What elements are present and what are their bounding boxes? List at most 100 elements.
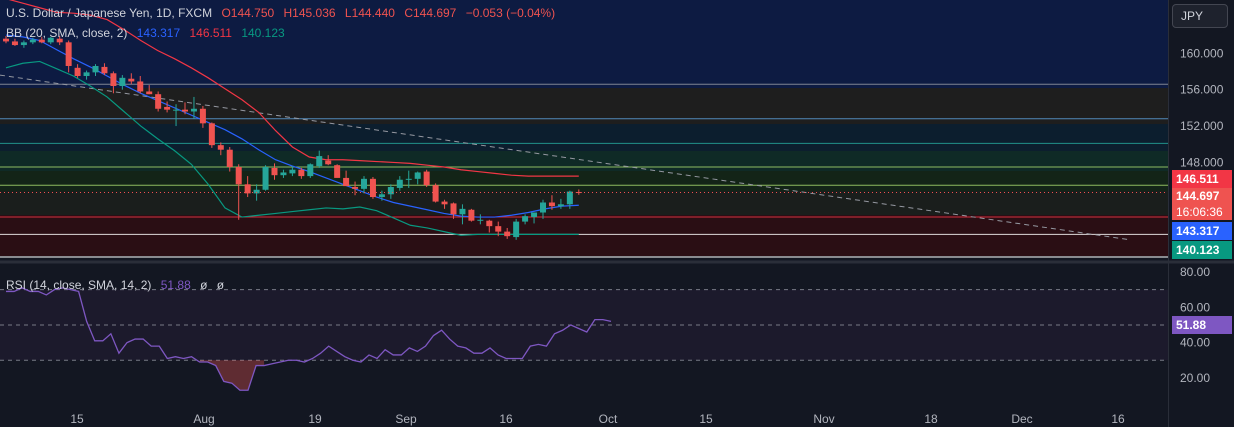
bb-upper-tag: 146.511 xyxy=(1172,170,1232,188)
zone-neutral xyxy=(0,191,1168,215)
candle-body xyxy=(146,91,153,95)
candle-body xyxy=(101,66,108,74)
candle-body xyxy=(531,212,538,218)
candle-body xyxy=(235,167,242,185)
candle-body xyxy=(29,39,36,43)
rsi-oversold-fill xyxy=(199,360,265,391)
candle-body xyxy=(504,231,511,237)
ohlc-open: O144.750 xyxy=(221,6,275,20)
candle-body xyxy=(459,208,466,215)
candle-body xyxy=(65,42,72,66)
candle-body xyxy=(513,221,520,238)
candle-body xyxy=(56,38,63,43)
candle-body xyxy=(334,165,341,178)
currency-button[interactable]: JPY xyxy=(1172,4,1228,28)
rsi-label: RSI (14, close, SMA, 14, 2) xyxy=(6,278,152,292)
candle-body xyxy=(38,39,45,43)
time-tick-label: Aug xyxy=(193,412,214,426)
ohlc-high: H145.036 xyxy=(283,6,336,20)
price-tick-label: 148.000 xyxy=(1180,155,1224,169)
candle-body xyxy=(280,172,287,176)
bb-basis-tag: 143.317 xyxy=(1172,222,1232,240)
bb-lower-tag: 140.123 xyxy=(1172,241,1232,259)
candle-body xyxy=(110,73,117,87)
candle-body xyxy=(11,41,18,46)
candle-body xyxy=(405,178,412,180)
candle-body xyxy=(414,172,421,179)
symbol-title[interactable]: U.S. Dollar / Japanese Yen, 1D, FXCM xyxy=(6,6,213,20)
candle-body xyxy=(182,109,188,112)
ohlc-change: −0.053 (−0.04%) xyxy=(465,6,556,20)
time-tick-label: Sep xyxy=(395,412,417,426)
candle-body xyxy=(468,209,475,221)
time-tick-label: 16 xyxy=(499,412,513,426)
candle-body xyxy=(477,219,484,221)
countdown-timer: 16:06:36 xyxy=(1176,205,1223,219)
candle-body xyxy=(128,78,135,82)
zone-teal-dark xyxy=(0,124,1168,151)
bb-upper-value: 146.511 xyxy=(189,26,232,40)
candle-body xyxy=(575,192,582,194)
candle-body xyxy=(325,160,332,165)
ohlc-close: C144.697 xyxy=(404,6,457,20)
time-axis-bg xyxy=(0,406,1234,427)
zone-navy xyxy=(0,0,1168,88)
candle-body xyxy=(369,178,376,198)
candle-body xyxy=(298,169,305,177)
symbol-legend: U.S. Dollar / Japanese Yen, 1D, FXCM O14… xyxy=(6,6,561,20)
zone-maroon xyxy=(0,215,1168,256)
candle-body xyxy=(226,149,233,167)
candle-body xyxy=(378,194,385,198)
trend-line xyxy=(0,74,1131,241)
candle-body xyxy=(352,187,359,189)
candle-body xyxy=(253,189,260,194)
candle-body xyxy=(423,171,430,186)
candle-body xyxy=(387,187,394,195)
candle-body xyxy=(441,201,448,205)
rsi-value: 51.88 xyxy=(160,278,191,292)
candle-body xyxy=(83,72,90,76)
price-tick-label: 156.000 xyxy=(1180,83,1224,97)
candle-body xyxy=(164,106,171,110)
zone-green-dark xyxy=(0,151,1168,171)
candle-body xyxy=(548,202,555,207)
bb-legend[interactable]: BB (20, SMA, close, 2) 143.317 146.511 1… xyxy=(6,26,291,40)
bb-lower-value: 140.123 xyxy=(241,26,285,40)
price-tick-label: 160.000 xyxy=(1180,46,1224,60)
time-tick-label: 15 xyxy=(699,412,713,426)
candle-body xyxy=(316,156,323,167)
candle-body xyxy=(566,191,573,205)
bb-lower-line xyxy=(5,60,579,236)
time-tick-label: Dec xyxy=(1011,412,1032,426)
time-tick-label: 15 xyxy=(70,412,84,426)
candle-body xyxy=(450,203,457,215)
last-price-value: 144.697 xyxy=(1176,189,1220,203)
bb-upper-line xyxy=(8,0,579,177)
candle-body xyxy=(208,123,215,146)
candle-body xyxy=(495,226,502,232)
candle-body xyxy=(307,164,314,177)
candle-body xyxy=(199,108,206,124)
candle-body xyxy=(522,216,529,222)
candle-body xyxy=(119,77,126,87)
candle-body xyxy=(343,177,350,187)
candle-body xyxy=(262,167,269,190)
candle-body xyxy=(557,204,564,207)
candle-body xyxy=(244,184,251,194)
rsi-tick-label: 40.00 xyxy=(1180,336,1210,350)
time-tick-label: Oct xyxy=(599,412,618,426)
candle-body xyxy=(540,202,546,213)
candle-body xyxy=(47,37,54,43)
candle-body xyxy=(155,94,162,109)
candle-body xyxy=(217,145,224,150)
rsi-tag: 51.88 xyxy=(1172,316,1232,334)
candle-body xyxy=(3,38,9,42)
candle-body xyxy=(271,167,278,176)
candle-body xyxy=(289,169,296,174)
rsi-extra-1: ø xyxy=(200,278,208,292)
rsi-legend[interactable]: RSI (14, close, SMA, 14, 2) 51.88 ø ø xyxy=(6,278,230,292)
bb-label: BB (20, SMA, close, 2) xyxy=(6,26,128,40)
rsi-line xyxy=(6,287,612,391)
price-tick-label: 152.000 xyxy=(1180,119,1224,133)
